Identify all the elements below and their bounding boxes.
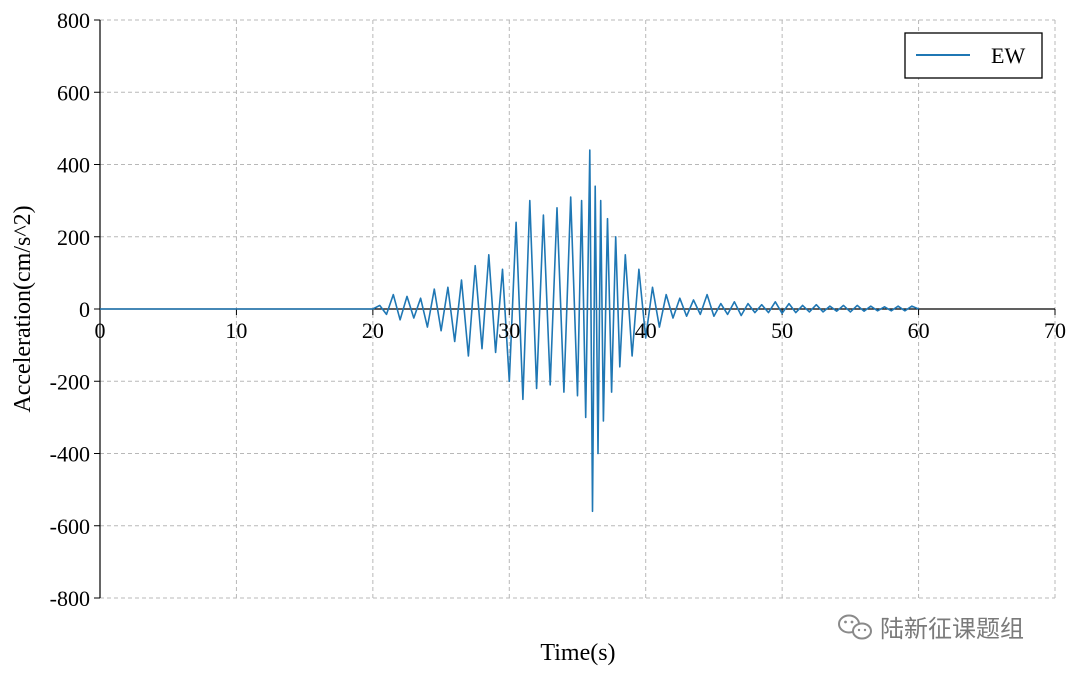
wechat-icon [838, 614, 872, 640]
y-tick-label: -800 [50, 586, 90, 611]
watermark-text: 陆新征课题组 [880, 615, 1024, 643]
x-tick-label: 60 [908, 318, 930, 343]
y-tick-label: 400 [57, 153, 90, 178]
y-tick-label: -400 [50, 442, 90, 467]
tick-labels: 0 10 20 30 40 50 60 70 -800 -600 -400 -200 0 200 400 60… [50, 8, 1066, 611]
y-tick-label: 0 [79, 297, 90, 322]
x-tick-label: 50 [771, 318, 793, 343]
series-line-ew [100, 149, 919, 513]
legend-label-ew: EW [991, 43, 1025, 68]
x-tick-label: 10 [225, 318, 247, 343]
y-tick-label: 200 [57, 225, 90, 250]
x-tick-label: 70 [1044, 318, 1066, 343]
x-axis-title: Time(s) [540, 640, 615, 666]
y-tick-label: 600 [57, 80, 90, 105]
y-tick-label: -600 [50, 514, 90, 539]
y-tick-label: -200 [50, 369, 90, 394]
x-tick-label: 30 [498, 318, 520, 343]
x-tick-label: 40 [635, 318, 657, 343]
y-tick-label: 800 [57, 8, 90, 33]
watermark: 陆新征课题组 [838, 614, 1024, 643]
y-axis-title: Acceleration(cm/s^2) [10, 205, 36, 412]
legend: EW [904, 32, 1043, 79]
x-tick-label: 20 [362, 318, 384, 343]
x-tick-label: 0 [95, 318, 106, 343]
series-layer [100, 149, 919, 513]
